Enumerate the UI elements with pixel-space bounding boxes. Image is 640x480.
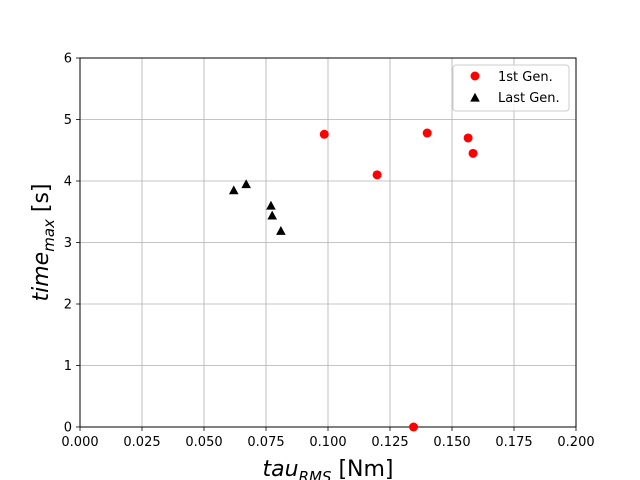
point-last-gen (228, 185, 239, 195)
y-tick-label: 3 (64, 236, 72, 251)
x-axis-label: tauRMS [Nm] (263, 457, 394, 480)
point-1st-gen (463, 133, 473, 143)
grid (79, 57, 577, 428)
x-tick-label: 0.125 (371, 435, 408, 450)
x-tick-label: 0.175 (495, 435, 532, 450)
point-last-gen (267, 210, 277, 220)
point-last-gen (266, 200, 276, 210)
x-axis-ticks: 0.000 0.025 0.050 0.075 0.100 0.125 0.150 0.175… (61, 427, 595, 450)
legend: 1st Gen. Last Gen. (452, 64, 570, 112)
y-tick-label: 1 (64, 359, 72, 374)
plot-area (79, 57, 577, 428)
point-1st-gen (372, 170, 382, 180)
point-1st-gen (468, 148, 478, 158)
y-axis-label: timemax [s] (29, 183, 58, 301)
x-tick-label: 0.000 (61, 435, 98, 450)
data-points (228, 128, 478, 432)
y-axis-ticks: 0 1 2 3 4 5 6 (64, 52, 80, 436)
x-tick-label: 0.050 (185, 435, 222, 450)
point-last-gen (241, 179, 251, 189)
y-tick-label: 0 (64, 421, 72, 436)
point-1st-gen (422, 128, 432, 138)
legend-box (452, 64, 570, 112)
point-1st-gen (319, 129, 329, 139)
x-axis-label-unit: [Nm] (331, 457, 393, 480)
x-axis-label-main: tau (263, 457, 299, 480)
y-tick-label: 5 (64, 113, 72, 128)
x-tick-label: 0.150 (433, 435, 470, 450)
y-tick-label: 4 (64, 175, 72, 190)
legend-label-last-gen: Last Gen. (498, 91, 560, 106)
legend-marker-1st-gen (470, 71, 480, 81)
y-axis-label-unit: [s] (29, 183, 54, 219)
x-axis-label-subscript: RMS (299, 468, 332, 480)
x-tick-label: 0.100 (309, 435, 346, 450)
y-tick-label: 6 (64, 52, 72, 67)
point-1st-gen (409, 422, 419, 432)
point-last-gen (276, 226, 286, 235)
y-axis-label-main: time (29, 252, 54, 302)
x-tick-label: 0.025 (123, 435, 160, 450)
legend-marker-last-gen (470, 92, 480, 102)
x-tick-label: 0.200 (557, 435, 594, 450)
y-tick-label: 2 (64, 298, 72, 313)
legend-label-1st-gen: 1st Gen. (498, 70, 553, 85)
x-tick-label: 0.075 (247, 435, 284, 450)
y-axis-label-subscript: max (40, 219, 58, 252)
